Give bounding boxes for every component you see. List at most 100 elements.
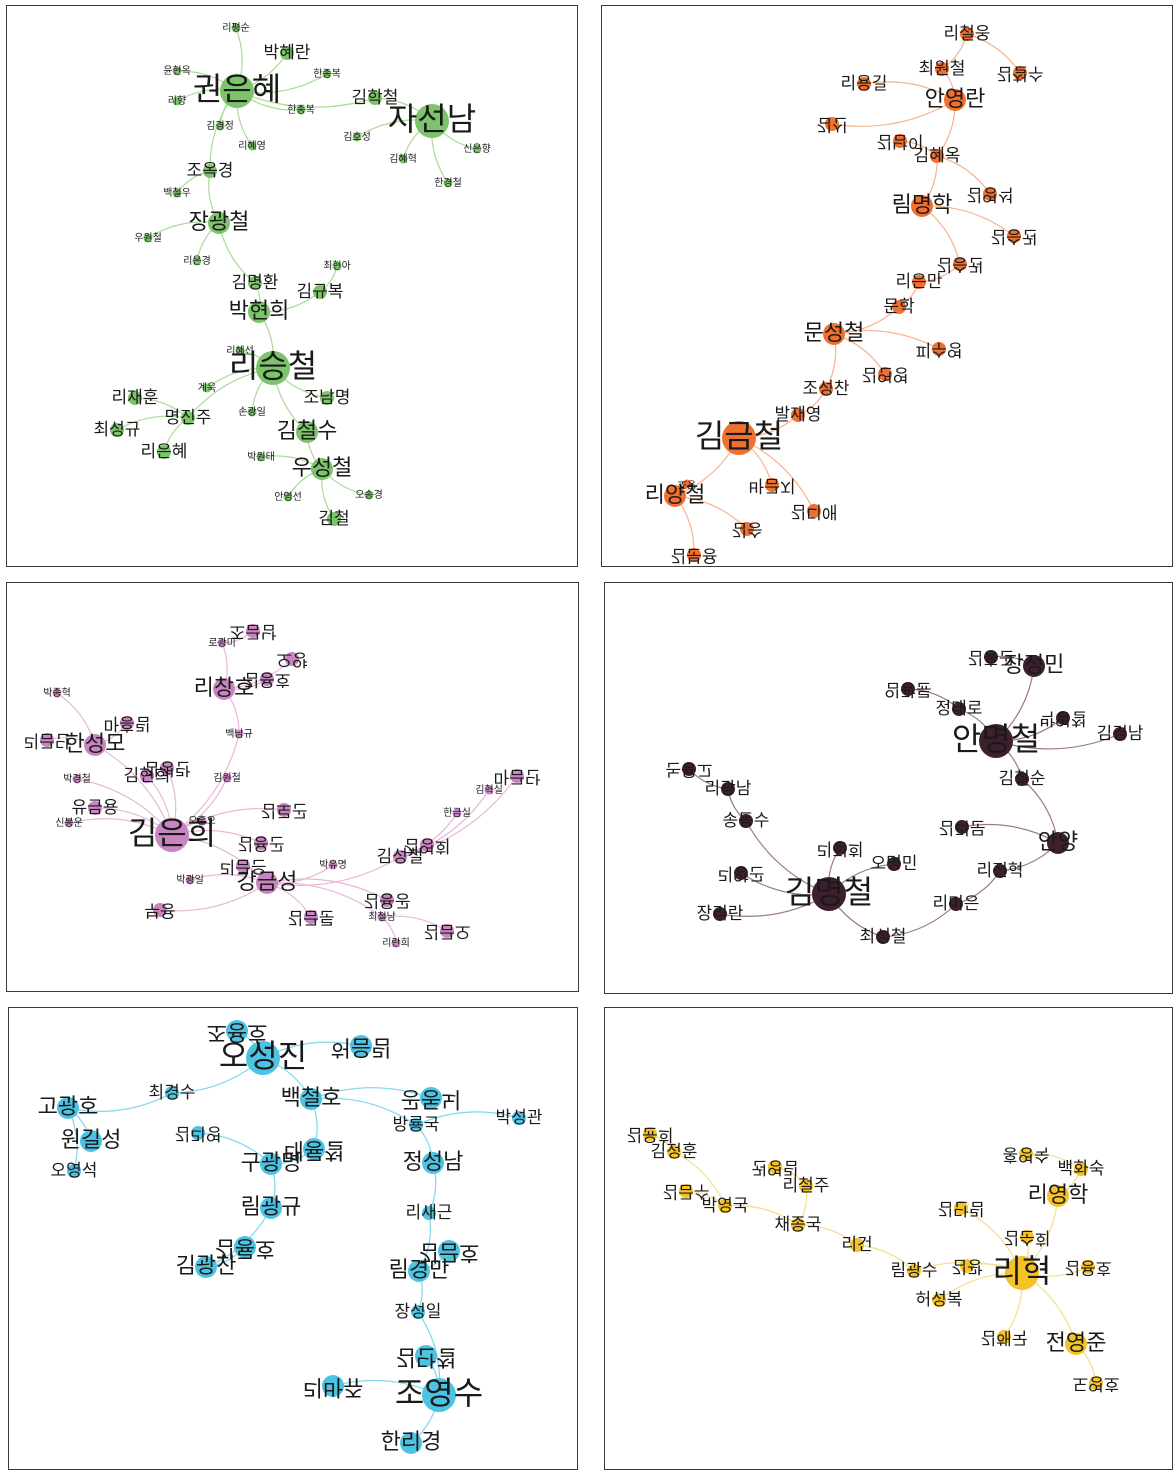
graph-node [411,1305,425,1319]
graph-node [208,212,230,234]
graph-node [422,1152,444,1174]
node-label: 리용길 [841,74,888,94]
graph-node [157,445,171,459]
graph-node [472,144,482,154]
node-label: 한경철 [434,176,462,189]
graph-node [932,342,946,356]
node-label: 리광남 [705,779,752,799]
graph-node [901,682,915,696]
graph-node [277,803,291,817]
graph-node [850,1238,864,1252]
graph-node [226,1020,248,1042]
node-label: 자선남 [388,100,476,138]
node-label: 김금호 [419,1239,480,1264]
graph-node [422,1378,456,1412]
graph-node [260,672,274,686]
graph-node [64,818,74,828]
node-label: 오양 [276,649,307,669]
graph-node [722,421,756,455]
graph-node [643,1127,657,1141]
graph-node [768,1160,782,1174]
node-label: 리정희 [817,838,864,858]
graph-node [799,1179,813,1193]
node-label: 김윤희 [627,1124,674,1144]
graph-edge [833,329,940,350]
graph-node [682,762,696,776]
graph-node [393,850,407,864]
graph-node [734,866,748,880]
network-panel-pink: 조금남 로광미 오양 김용호 리창호 박종혁 백남규 마흥림 리금단 한성모 김현희 김경란 박경철 김원… [6,582,579,992]
graph-edge [310,1087,432,1100]
node-label: 김혜옥 [914,146,961,166]
graph-node [718,1199,732,1213]
graph-node [1005,1256,1039,1290]
network-panel-orange: 리철웅 최원철 김철수 리용길 안영란 김신 김남이 김혜옥 김영석 림명학 김승권 김승권 리은만 문학… [601,5,1173,567]
node-label: 김경남 [1097,724,1144,744]
graph-node [400,1432,422,1454]
graph-node [823,323,845,345]
graph-node [949,897,963,911]
node-label: 김명환 [232,273,279,293]
node-label: 김정훈 [651,1142,698,1162]
node-label: 김용호 [244,669,291,689]
node-label: 박원태 [247,451,275,463]
node-label: 김광 [951,1256,982,1276]
node-label: 조영수 [395,1374,483,1412]
graph-node [825,117,839,131]
node-label: 오명민 [871,854,918,874]
node-label: 박영국 [702,1196,749,1216]
node-label: 박현희 [229,299,290,324]
node-label: 태룡철 [284,1137,345,1162]
node-label: 장광철 [189,210,250,235]
graph-node [807,504,821,518]
graph-node [172,96,182,106]
node-label: 최경수 [149,1083,196,1103]
graph-node [422,1206,436,1220]
node-label: 김철수 [997,63,1044,83]
graph-node [40,733,54,747]
node-label: 최현아 [323,260,351,272]
node-label: 한리경 [381,1430,442,1455]
node-label: 장리란 [697,904,744,924]
graph-node [153,903,167,917]
graph-edge [159,882,268,912]
node-label: 리재훈 [112,388,159,408]
node-label: 바금지 [749,475,796,495]
node-label: 최철남 [368,911,396,923]
graph-node [930,149,944,163]
graph-node [1065,1333,1087,1355]
node-label: 신은향 [463,143,491,155]
node-label: 홍영숙 [1003,1144,1050,1164]
node-label: 리창호 [194,676,255,701]
node-label: 리건 [841,1235,872,1255]
graph-node [256,351,290,385]
network-panel-green: 리평순 박혜란 윤현옥 권은혜 한종복 리향 한종복 김학철 자선남 김경정 김호성 리혜영 신은향 김혜… [6,5,578,567]
graph-node [120,716,134,730]
graph-node [215,121,225,131]
node-label: 리혜영 [238,140,266,152]
network-panel-plum: 김흥곤 장정민 임광륜 정태로 박영철 김경남 안명철 논용고 김철순 리광남 송동수 김리문 안양 리정… [604,582,1173,994]
graph-node [420,838,434,852]
node-label: 박성관 [496,1108,543,1128]
graph-node [438,1240,460,1262]
node-label: 김순회 [1004,1227,1051,1247]
node-label: 김연영 [862,364,909,384]
node-label: 마흥림 [104,713,151,733]
node-label: 리새근 [406,1203,453,1223]
graph-node [380,893,394,907]
graph-node [260,1197,282,1219]
graph-node [687,548,701,562]
graph-node [67,1164,81,1178]
graph-node [1113,727,1127,741]
node-label: 안양 [1038,830,1078,855]
graph-node [1047,832,1069,854]
graph-node [912,275,926,289]
node-label: 손광일 [238,406,266,418]
graph-node [954,1201,968,1215]
node-label: 리양철 [645,483,706,508]
